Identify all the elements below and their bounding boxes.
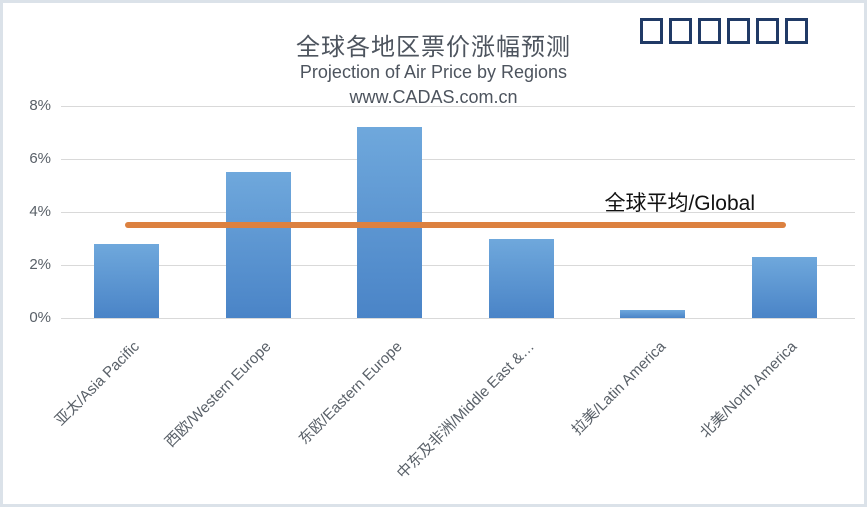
bar-4 xyxy=(488,238,554,318)
logo-placeholder-boxes xyxy=(640,18,814,44)
logo-placeholder-box xyxy=(669,18,692,44)
bar-2 xyxy=(225,172,291,318)
logo-placeholder-box xyxy=(756,18,779,44)
y-axis-tick-label: 2% xyxy=(29,256,51,273)
x-axis-label: 亚太/Asia Pacific xyxy=(51,338,143,430)
gridline-0% xyxy=(61,317,855,319)
x-axis-label: 中东及非洲/Middle East &… xyxy=(393,338,538,483)
global-average-line xyxy=(125,222,786,229)
logo-placeholder-box xyxy=(785,18,808,44)
x-axis-label: 东欧/Eastern Europe xyxy=(296,338,406,449)
chart-subtitle: Projection of Air Price by Regions xyxy=(299,62,568,82)
global-average-label: 全球平均/Global xyxy=(604,192,755,215)
gridline-8% xyxy=(61,105,855,107)
logo-placeholder-box xyxy=(698,18,721,44)
logo-placeholder-box xyxy=(640,18,663,44)
y-axis-tick-label: 4% xyxy=(29,203,51,220)
y-axis-tick-label: 8% xyxy=(29,97,51,114)
y-axis-tick-label: 0% xyxy=(29,309,51,326)
gridline-6% xyxy=(61,158,855,160)
gridline-2% xyxy=(61,264,855,266)
chart-source-url: www.CADAS.com.cn xyxy=(349,87,518,107)
x-axis-label: 拉美/Latin America xyxy=(568,338,669,439)
bar-5 xyxy=(620,310,686,318)
bar-1 xyxy=(94,243,160,318)
x-axis-label: 北美/North America xyxy=(697,338,801,442)
x-axis-label: 西欧/Western Europe xyxy=(161,338,275,451)
logo-placeholder-box xyxy=(727,18,750,44)
bar-6 xyxy=(751,257,817,318)
plot-area: 全球平均/Global 0% 2% 4% 6% 8% 亚太/Asia Pacific 西欧/… xyxy=(3,3,864,504)
gridline-4% xyxy=(61,211,855,213)
chart-title: 全球各地区票价涨幅预测 xyxy=(296,34,571,61)
y-axis-tick-label: 6% xyxy=(29,150,51,167)
